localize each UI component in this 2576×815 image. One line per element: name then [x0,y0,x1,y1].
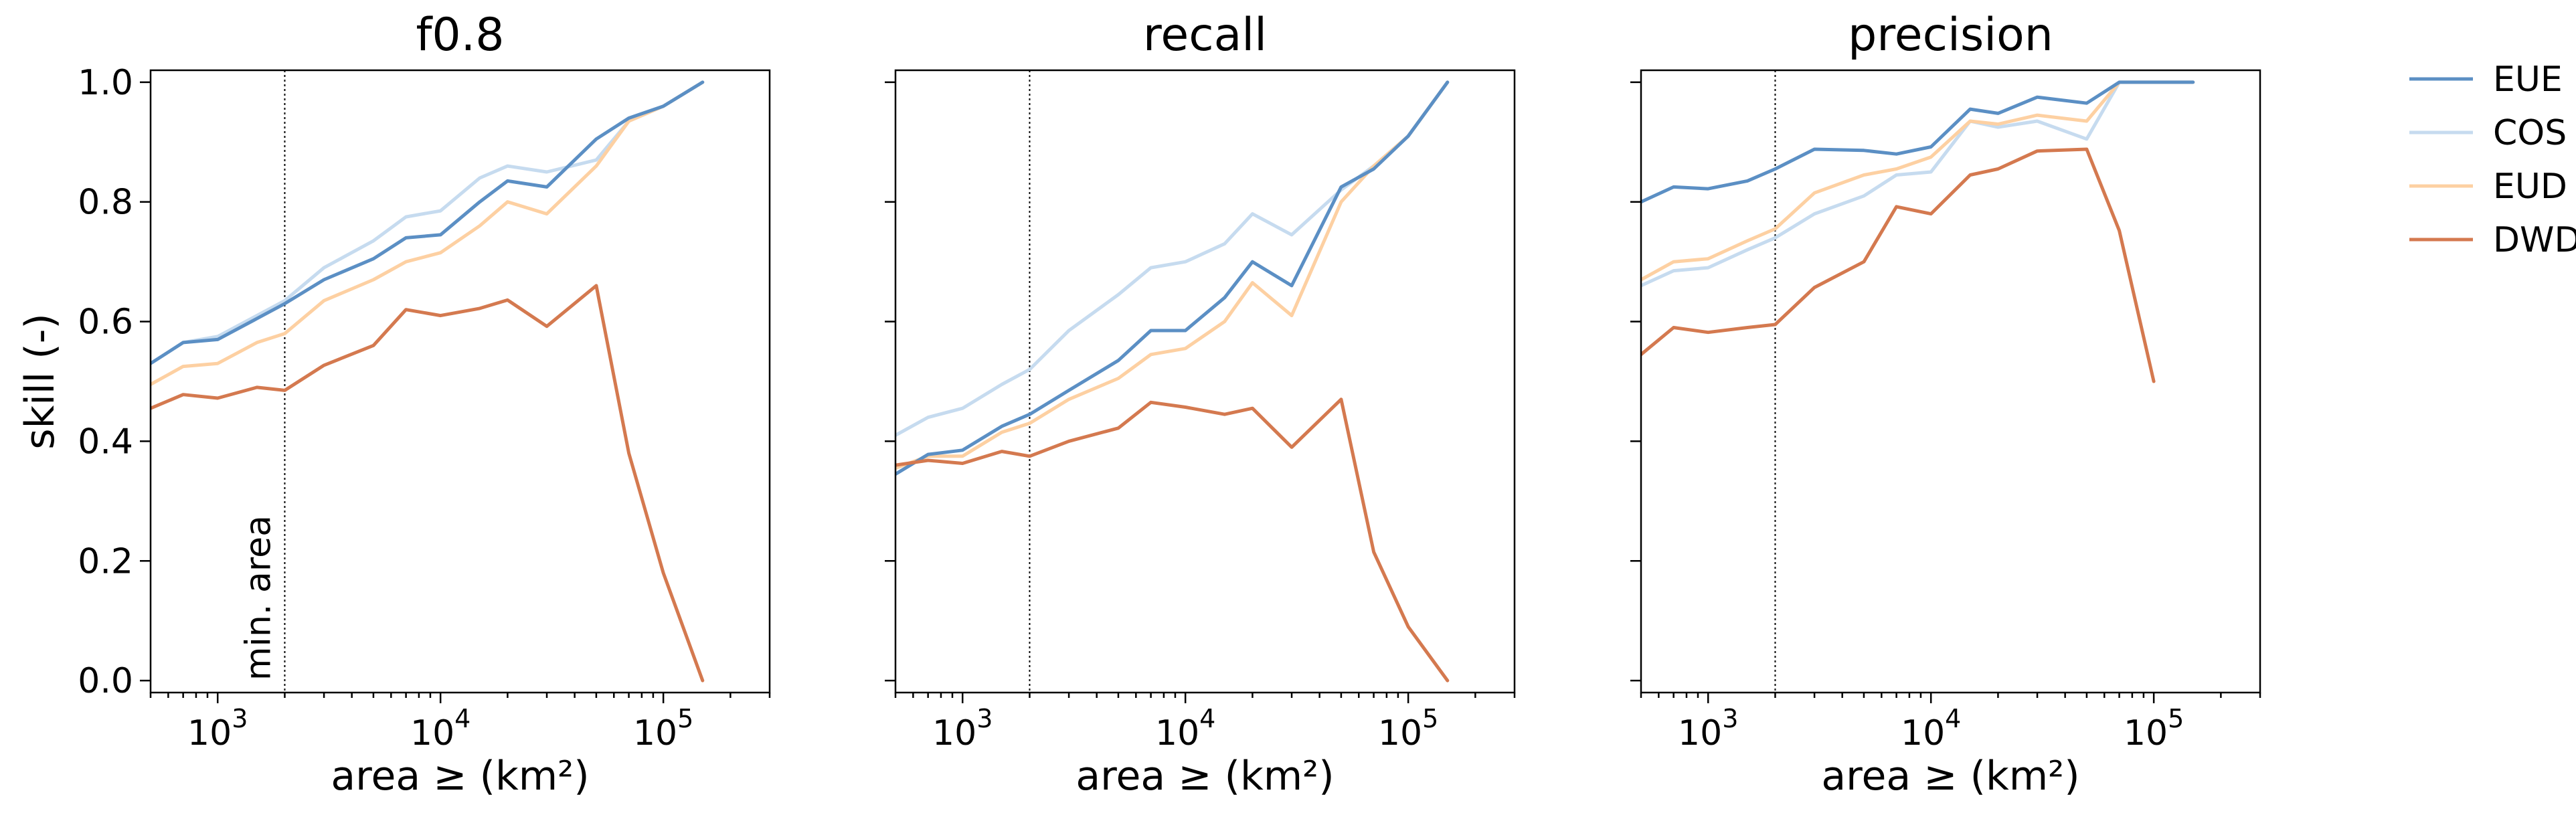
series-line-cos [151,80,705,365]
legend-item-eud: EUD [2409,167,2567,207]
legend-label: EUE [2493,60,2563,100]
y-tick-label: 1.0 [78,63,133,103]
x-tick-label: 104 [1901,704,1961,753]
x-tick-label: 105 [633,704,693,753]
plot-frame [894,69,1516,694]
series-line-dwd [895,397,1450,683]
series-line-eud [151,80,705,386]
panel-1: f0.8 103 104 105 0.0 0.2 0.4 0.6 0.8 1.0 min. area… [17,9,771,800]
series-line-dwd [1641,147,2156,383]
legend-label: DWD [2493,220,2576,260]
x-tick-label: 104 [1155,704,1215,753]
panel-title: precision [1848,9,2053,62]
x-axis-label: area ≥ (km²) [1076,753,1334,800]
legend-item-cos: COS [2409,113,2567,153]
legend-label: EUD [2493,167,2567,207]
plot-frame [149,69,771,694]
y-axis-label: skill (-) [17,313,64,450]
legend-item-eue: EUE [2409,60,2563,100]
legend-item-dwd: DWD [2409,220,2576,260]
x-tick-label: 105 [1378,704,1438,753]
y-tick-label: 0.4 [78,422,133,462]
x-tick-label: 103 [932,704,993,753]
x-tick-label: 103 [187,704,248,753]
x-tick-label: 103 [1678,704,1738,753]
panel-3: precision 103 104 105 area ≥ (km²) [1630,9,2261,800]
x-tick-label: 105 [2124,704,2184,753]
x-axis-label: area ≥ (km²) [331,753,589,800]
series-line-cos [895,80,1450,437]
legend-label: COS [2493,113,2567,153]
series-line-eud [895,80,1450,470]
legend: EUE COS EUD DWD [2409,60,2576,260]
min-area-label: min. area [238,515,278,681]
x-tick-label: 104 [410,704,470,753]
plot-frame [1640,69,2261,694]
panels: f0.8 103 104 105 0.0 0.2 0.4 0.6 0.8 1.0 min. area… [17,9,2261,800]
series-line-eue [151,80,705,365]
panel-title: f0.8 [416,9,504,62]
series-line-dwd [151,284,705,683]
y-tick-label: 0.2 [78,541,133,581]
x-axis-label: area ≥ (km²) [1821,753,2079,800]
series-line-eud [1641,80,2195,282]
y-tick-label: 0.0 [78,661,133,701]
panel-title: recall [1143,9,1267,62]
panel-2: recall 103 104 105 area ≥ (km²) [885,9,1516,800]
y-tick-label: 0.6 [78,302,133,343]
y-tick-label: 0.8 [78,183,133,223]
series-line-eue [1641,80,2195,204]
series-line-cos [1641,80,2195,288]
series-line-eue [895,80,1450,476]
